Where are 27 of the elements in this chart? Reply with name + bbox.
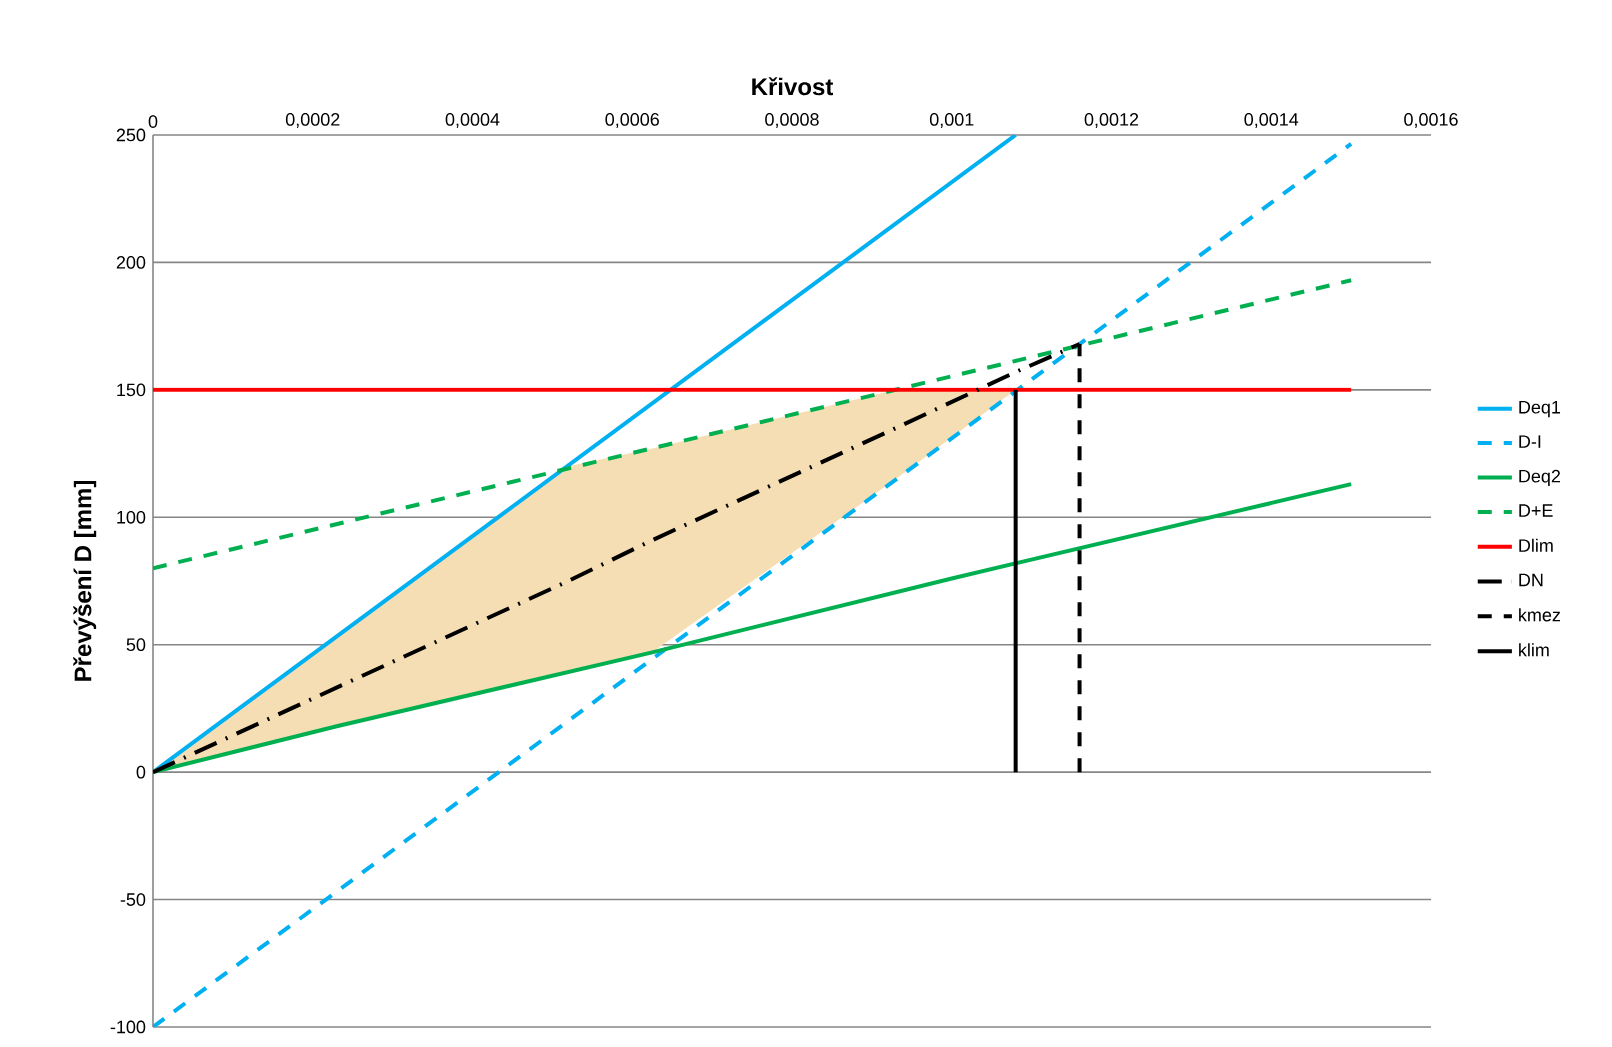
legend-label: kmez [1519,608,1560,622]
y-tick-label: 200 [116,256,146,269]
x-tick-label: 0,0004 [445,113,500,128]
y-tick-label: 250 [116,128,146,142]
legend-label: Deq2 [1519,469,1560,487]
x-axis-title: Křivost [752,77,834,96]
y-tick-label: -100 [110,1020,146,1034]
y-tick-label: 0 [136,765,146,779]
x-tick-label: 0,0012 [1084,113,1139,128]
x-tick-label: 0,0016 [1404,113,1458,128]
legend-label: D+E [1519,504,1553,517]
x-tick-label: 0,0002 [285,113,340,128]
y-tick-label: 50 [126,638,146,652]
legend-label: D-I [1519,435,1541,448]
legend-label: Dlim [1519,538,1553,552]
x-tick-label: 0,0008 [765,113,819,128]
x-tick-label: 0,0014 [1244,113,1299,128]
y-tick-label: -50 [120,893,146,906]
legend-label: klim [1519,643,1549,657]
y-axis-title: Převýšení D [mm] [73,481,97,681]
x-tick-label: 0,001 [929,113,974,128]
y-tick-label: 150 [117,383,146,397]
y-tick-label: 100 [117,510,146,524]
legend-label: DN [1519,573,1543,587]
x-tick-label: 0 [148,115,158,128]
legend-label: Deq1 [1519,401,1561,418]
x-tick-label: 0,0006 [605,113,659,128]
